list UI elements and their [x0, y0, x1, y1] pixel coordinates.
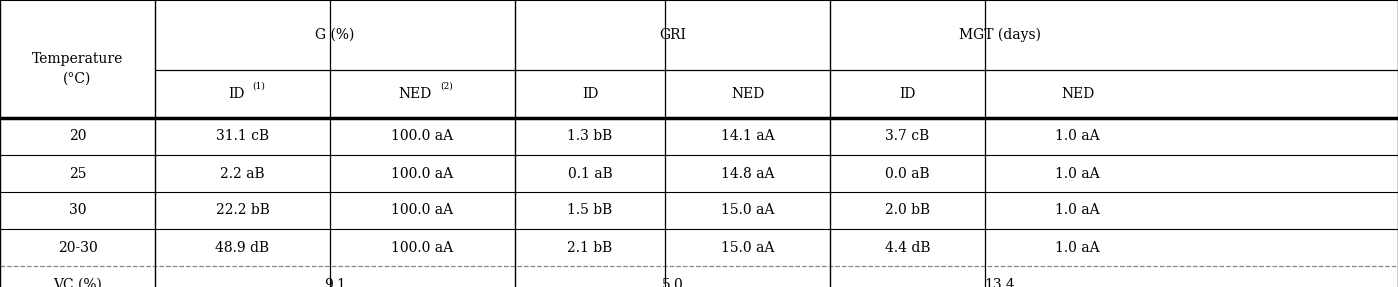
Text: G (%): G (%) — [316, 28, 355, 42]
Text: ID: ID — [228, 87, 245, 101]
Text: (1): (1) — [253, 82, 266, 90]
Text: NED: NED — [1061, 87, 1095, 101]
Text: 1.5 bB: 1.5 bB — [568, 203, 612, 218]
Text: 22.2 bB: 22.2 bB — [215, 203, 270, 218]
Text: 31.1 cB: 31.1 cB — [215, 129, 268, 144]
Text: 15.0 aA: 15.0 aA — [721, 241, 774, 255]
Text: 0.0 aB: 0.0 aB — [885, 166, 930, 181]
Text: VC (%): VC (%) — [53, 278, 102, 287]
Text: 4.4 dB: 4.4 dB — [885, 241, 930, 255]
Text: 1.0 aA: 1.0 aA — [1055, 241, 1100, 255]
Text: 15.0 aA: 15.0 aA — [721, 203, 774, 218]
Text: 3.7 cB: 3.7 cB — [885, 129, 930, 144]
Text: 1.0 aA: 1.0 aA — [1055, 166, 1100, 181]
Text: 20-30: 20-30 — [57, 241, 98, 255]
Text: Temperature: Temperature — [32, 52, 123, 66]
Text: 100.0 aA: 100.0 aA — [391, 203, 453, 218]
Text: 1.3 bB: 1.3 bB — [568, 129, 612, 144]
Text: 14.8 aA: 14.8 aA — [721, 166, 774, 181]
Text: (°C): (°C) — [63, 72, 92, 86]
Text: 100.0 aA: 100.0 aA — [391, 166, 453, 181]
Text: 1.0 aA: 1.0 aA — [1055, 203, 1100, 218]
Text: GRI: GRI — [658, 28, 686, 42]
Text: 1.0 aA: 1.0 aA — [1055, 129, 1100, 144]
Text: 5.0: 5.0 — [661, 278, 684, 287]
Text: 0.1 aB: 0.1 aB — [568, 166, 612, 181]
Text: MGT (days): MGT (days) — [959, 28, 1042, 42]
Text: 13.4: 13.4 — [984, 278, 1015, 287]
Text: 48.9 dB: 48.9 dB — [215, 241, 270, 255]
Text: 25: 25 — [69, 166, 87, 181]
Text: 2.1 bB: 2.1 bB — [568, 241, 612, 255]
Text: ID: ID — [582, 87, 598, 101]
Text: 30: 30 — [69, 203, 87, 218]
Text: 9.1: 9.1 — [324, 278, 345, 287]
Text: 2.0 bB: 2.0 bB — [885, 203, 930, 218]
Text: 14.1 aA: 14.1 aA — [721, 129, 774, 144]
Text: 100.0 aA: 100.0 aA — [391, 241, 453, 255]
Text: ID: ID — [899, 87, 916, 101]
Text: 100.0 aA: 100.0 aA — [391, 129, 453, 144]
Text: NED: NED — [398, 87, 431, 101]
Text: (2): (2) — [440, 82, 453, 90]
Text: NED: NED — [731, 87, 765, 101]
Text: 20: 20 — [69, 129, 87, 144]
Text: 2.2 aB: 2.2 aB — [221, 166, 264, 181]
